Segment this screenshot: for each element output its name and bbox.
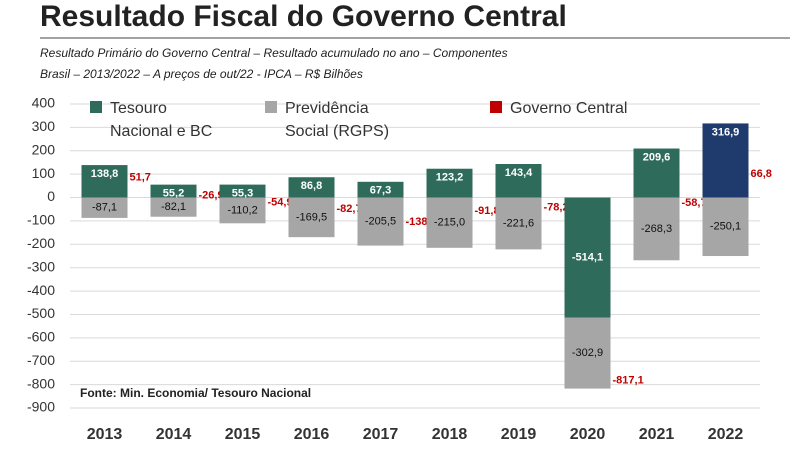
total-label: -54,9 xyxy=(268,196,293,208)
value-label: -82,1 xyxy=(161,201,186,213)
subtitle: Resultado Primário do Governo Central – … xyxy=(40,46,508,60)
value-label: 123,2 xyxy=(436,172,464,184)
value-label: 55,2 xyxy=(163,188,184,200)
bar xyxy=(702,197,749,257)
value-label: 67,3 xyxy=(370,185,391,197)
y-tick-label: -400 xyxy=(27,282,55,298)
legend-swatch xyxy=(490,101,502,113)
subtitle: Brasil – 2013/2022 – A preços de out/22 … xyxy=(40,67,363,81)
value-label: 209,6 xyxy=(643,151,671,163)
y-tick-label: -600 xyxy=(27,329,55,345)
legend-label: Previdência Social (RGPS) xyxy=(285,100,390,140)
legend-item: Tesouro Nacional e BC xyxy=(90,97,220,143)
legend-swatch xyxy=(90,101,102,113)
value-label: 138,8 xyxy=(91,168,119,180)
bar xyxy=(357,197,404,246)
total-label: 66,8 xyxy=(751,168,772,180)
y-tick-label: 100 xyxy=(32,165,56,181)
y-tick-label: -300 xyxy=(27,258,55,274)
total-label: -58,7 xyxy=(682,197,707,209)
bar xyxy=(150,184,197,198)
bar xyxy=(150,197,197,217)
total-label: -817,1 xyxy=(613,375,644,387)
legend-label: Governo Central xyxy=(510,100,628,117)
value-label: -169,5 xyxy=(296,211,327,223)
value-label: -268,3 xyxy=(641,223,672,235)
bar xyxy=(219,184,266,198)
value-label: 143,4 xyxy=(505,167,533,179)
total-label: -82,7 xyxy=(337,203,362,215)
value-label: 86,8 xyxy=(301,180,322,192)
source-note: Fonte: Min. Economia/ Tesouro Nacional xyxy=(80,386,311,400)
value-label: -302,9 xyxy=(572,347,603,359)
y-tick-label: 0 xyxy=(47,188,55,204)
y-tick-label: -800 xyxy=(27,375,55,391)
bar xyxy=(81,165,128,198)
value-label: -215,0 xyxy=(434,217,465,229)
value-label: -110,2 xyxy=(227,204,257,216)
legend-item: Governo Central xyxy=(490,97,660,120)
bar xyxy=(357,181,404,198)
bar xyxy=(288,197,335,238)
y-tick-label: -100 xyxy=(27,212,55,228)
value-label: -205,5 xyxy=(365,215,396,227)
total-label: -91,8 xyxy=(475,205,500,217)
total-label: -78,2 xyxy=(544,202,569,214)
x-tick-label: 2018 xyxy=(432,426,468,443)
x-tick-label: 2015 xyxy=(225,426,261,443)
x-tick-label: 2021 xyxy=(639,426,675,443)
legend-label: Tesouro Nacional e BC xyxy=(110,100,213,140)
x-tick-label: 2016 xyxy=(294,426,330,443)
bar xyxy=(702,123,749,198)
y-tick-label: 200 xyxy=(32,141,56,157)
bar xyxy=(633,197,680,261)
chart-title: Resultado Fiscal do Governo Central xyxy=(40,0,567,33)
bar xyxy=(288,177,335,198)
value-label: 316,9 xyxy=(712,126,740,138)
value-label: -221,6 xyxy=(503,217,534,229)
x-tick-label: 2020 xyxy=(570,426,606,443)
bar xyxy=(564,197,611,318)
y-tick-label: 300 xyxy=(32,118,56,134)
x-tick-label: 2022 xyxy=(708,426,744,443)
bar xyxy=(426,197,473,248)
value-label: 55,3 xyxy=(232,188,253,200)
bar xyxy=(495,164,542,198)
total-label: -26,9 xyxy=(199,190,224,202)
x-tick-label: 2014 xyxy=(156,426,192,443)
bar xyxy=(633,148,680,198)
value-label: -514,1 xyxy=(572,252,603,264)
x-tick-label: 2019 xyxy=(501,426,537,443)
total-label: 51,7 xyxy=(130,171,151,183)
value-label: -250,1 xyxy=(710,221,741,233)
x-tick-label: 2017 xyxy=(363,426,399,443)
bar xyxy=(426,168,473,198)
bar xyxy=(564,317,611,389)
y-tick-label: -900 xyxy=(27,399,55,415)
legend-swatch xyxy=(265,101,277,113)
legend-item: Previdência Social (RGPS) xyxy=(265,97,405,143)
y-tick-label: -500 xyxy=(27,305,55,321)
x-tick-label: 2013 xyxy=(87,426,123,443)
y-tick-label: -200 xyxy=(27,235,55,251)
bar xyxy=(495,197,542,250)
y-tick-label: 400 xyxy=(32,95,56,111)
bar xyxy=(219,197,266,224)
y-tick-label: -700 xyxy=(27,352,55,368)
value-label: -87,1 xyxy=(92,202,117,214)
bar xyxy=(81,197,128,218)
